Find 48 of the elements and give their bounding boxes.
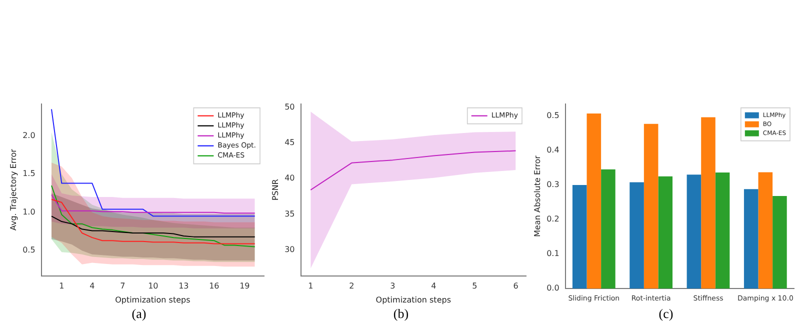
y-tick-label: 40 bbox=[284, 174, 295, 183]
bar bbox=[601, 169, 616, 289]
bar bbox=[586, 113, 602, 289]
y-axis-title: PSNR bbox=[270, 178, 280, 201]
y-tick-label: 0.3 bbox=[546, 180, 560, 190]
x-tick-label: 6 bbox=[513, 282, 518, 291]
x-tick-label: 19 bbox=[240, 282, 250, 291]
y-axis-title: Avg. Trajectory Error bbox=[8, 148, 18, 231]
bar bbox=[630, 182, 644, 289]
y-tick-label: 0.5 bbox=[546, 110, 560, 120]
x-tick-label: 4 bbox=[90, 282, 95, 291]
x-tick-label: 7 bbox=[120, 282, 126, 291]
x-tick-label: 4 bbox=[431, 282, 436, 291]
x-tick-label: 3 bbox=[390, 282, 396, 291]
x-tick-label: 1 bbox=[59, 282, 64, 291]
bar bbox=[758, 172, 773, 289]
y-tick-label: 50 bbox=[284, 102, 295, 112]
y-tick-label: 0.0 bbox=[546, 284, 560, 293]
bar bbox=[744, 189, 758, 289]
x-tick-label: 2 bbox=[349, 282, 354, 291]
x-axis-title: Optimization steps bbox=[115, 295, 190, 304]
bar bbox=[701, 117, 716, 289]
text: (b) bbox=[392, 306, 410, 322]
text: (c) bbox=[658, 306, 674, 322]
y-tick-label: 0.5 bbox=[22, 246, 36, 255]
y-tick-label: 0.1 bbox=[546, 249, 560, 258]
text: (a) bbox=[130, 306, 148, 322]
y-tick-label: 1.0 bbox=[22, 207, 36, 216]
x-tick-label: 16 bbox=[209, 282, 220, 291]
x-tick-label: 13 bbox=[178, 282, 189, 291]
bar bbox=[715, 172, 730, 289]
y-tick-label: 0.4 bbox=[546, 146, 560, 155]
y-axis-title: Mean Absolute Error bbox=[532, 154, 542, 237]
y-tick-label: 0.2 bbox=[546, 214, 560, 224]
bar bbox=[772, 196, 787, 289]
x-tick-label: 5 bbox=[472, 282, 478, 291]
x-axis-title: Optimization steps bbox=[376, 295, 451, 304]
bar bbox=[644, 124, 658, 289]
x-tick-label: 10 bbox=[148, 282, 158, 291]
y-tick-label: 2.0 bbox=[22, 130, 36, 140]
bar bbox=[658, 176, 673, 289]
x-tick-label: 1 bbox=[308, 282, 314, 291]
bar bbox=[686, 174, 702, 289]
y-tick-label: 35 bbox=[284, 209, 295, 218]
y-tick-label: 45 bbox=[284, 138, 295, 148]
bar bbox=[572, 184, 587, 289]
y-tick-label: 30 bbox=[284, 244, 295, 254]
y-tick-label: 1.5 bbox=[22, 169, 36, 178]
